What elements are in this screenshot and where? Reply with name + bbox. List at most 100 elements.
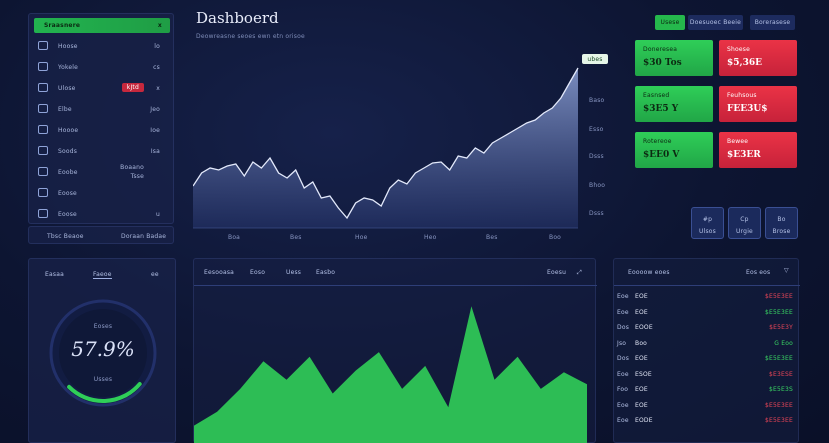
sidebar-item-9[interactable]: Eoose u [34, 204, 170, 224]
filter-icon[interactable]: ▽ [784, 267, 789, 274]
table-row[interactable]: Eoe EODE $E5E3EE [615, 414, 797, 428]
row-name: EOE [635, 386, 648, 393]
sidebar-item-label: Yokele [58, 64, 79, 71]
sidebar-item-label: Eoobe [58, 169, 78, 176]
sidebar-item-label: Elbe [58, 106, 72, 113]
sidebar-item-2[interactable]: Yokele cs [34, 57, 170, 77]
stat-tile-value: FEE3U$ [727, 104, 768, 114]
stack-icon [38, 167, 48, 176]
chart-icon [38, 104, 48, 113]
stat-tile-value: $3E5 Y [643, 104, 679, 114]
main-chart-line [193, 67, 579, 220]
stat-tile-1[interactable]: Doneresea $30 Tos [635, 40, 713, 76]
row-value: $E5E3EE [764, 355, 793, 362]
stat-tile-2[interactable]: Shoese $5,36E [719, 40, 797, 76]
bottom-chart-panel: Eesooasa Eoso Uess Easbo Eoesu ⤢ [193, 258, 597, 443]
stat-tile-label: Doneresea [643, 46, 678, 53]
x-tick-label: Bes [290, 234, 302, 241]
row-name: ESOE [635, 370, 652, 378]
stat-tile-6[interactable]: Bewee $E3ER [719, 132, 797, 168]
sidebar-item-4[interactable]: Elbe Jeo [34, 99, 170, 119]
sidebar: Sraasnere x Hoose lo Yokele cs Ulose kJtd x Elb… [28, 13, 174, 224]
close-icon[interactable]: x [157, 22, 162, 29]
square-button-3[interactable]: Bo Brose [765, 207, 798, 239]
table-row[interactable]: Dos EOE $E5E3EE [615, 352, 797, 366]
square-button-1[interactable]: #p Ulsos [691, 207, 724, 239]
row-name: EOE [635, 293, 648, 300]
gauge-inner-label: Eoses [93, 323, 113, 330]
sidebar-item-3[interactable]: Ulose kJtd x [34, 78, 170, 98]
sidebar-item-1[interactable]: Hoose lo [34, 36, 170, 56]
x-tick-label: Boo [549, 234, 562, 241]
gauge-label-right: ee [151, 271, 159, 278]
tab-secondary[interactable]: Doesuoec Beeie [688, 15, 743, 30]
stat-tile-value: $E3ER [727, 150, 761, 160]
tab-usese[interactable]: Usese [655, 15, 685, 30]
gauge-caption: Usses [93, 376, 113, 383]
row-name: EOOE [635, 324, 653, 331]
footer-link-left[interactable]: Tbsc Beaoe [47, 233, 84, 240]
gauge-label-mid[interactable]: Faeoe [93, 271, 112, 279]
sidebar-item-value: Jeo [150, 106, 160, 113]
table-row[interactable]: Jso Boo G Eoo [615, 337, 797, 351]
stat-tile-4[interactable]: Feuhsous FEE3U$ [719, 86, 797, 122]
sidebar-item-value: Boaano [120, 164, 144, 171]
gauge-ring [49, 299, 157, 407]
table-header-right: Eos eos [746, 269, 771, 276]
stat-tile-value: $30 Tos [643, 58, 682, 68]
stat-tile-5[interactable]: Rotereoe $EE0 V [635, 132, 713, 168]
card-icon [38, 125, 48, 134]
gear-icon [38, 146, 48, 155]
sidebar-item-8[interactable]: Eoose [34, 183, 170, 203]
stat-tile-3[interactable]: Easnsed $3E5 Y [635, 86, 713, 122]
row-value: G Eoo [774, 339, 793, 347]
sidebar-item-5[interactable]: Hoooe Ioe [34, 120, 170, 140]
expand-icon[interactable]: ⤢ [577, 269, 583, 276]
row-code: Jso [617, 339, 627, 347]
row-value: $E5E3EE [764, 293, 793, 300]
row-name: EODE [635, 417, 653, 424]
row-value: $E5E3Y [769, 324, 793, 331]
table-row[interactable]: Foo EOE $E5E3S [615, 383, 797, 397]
bottom-tab-1[interactable]: Eesooasa [204, 269, 235, 276]
row-code: Dos [617, 324, 630, 331]
sidebar-item-value: u [155, 211, 160, 218]
people-icon [38, 188, 48, 197]
stat-tile-label: Rotereoe [643, 138, 672, 145]
leaf-icon [38, 83, 48, 92]
globe-icon [38, 209, 48, 218]
footer-link-right[interactable]: Doraan Badae [121, 233, 167, 240]
gauge-label-left: Easaa [45, 271, 64, 278]
bottom-tab-3[interactable]: Uess [286, 269, 302, 276]
row-value: $E5E3EE [764, 417, 793, 424]
bottom-tab-2[interactable]: Eoso [250, 269, 266, 276]
bottom-tab-4[interactable]: Easbo [316, 269, 336, 276]
gauge-value: 57.9% [71, 337, 135, 361]
transactions-panel: Eoooow eoes Eos eos ▽ [613, 258, 800, 443]
row-value: $E5E3EE [764, 308, 793, 316]
sidebar-item-6[interactable]: Soods Isa [34, 141, 170, 161]
sidebar-item-7[interactable]: Eoobe Boaano Tsse [34, 162, 170, 182]
y-tick-label: Bhoo [589, 182, 606, 189]
price-tag: ubes [582, 54, 608, 64]
stat-tile-label: Shoese [727, 46, 750, 53]
stat-tile-label: Easnsed [643, 92, 670, 99]
sidebar-item-value: lo [154, 43, 160, 50]
bottom-right-label: Eoesu [547, 269, 567, 276]
main-chart-area [193, 68, 578, 228]
row-code: Eoe [617, 370, 629, 378]
row-name: EOE [635, 401, 648, 409]
stat-tile-label: Feuhsous [727, 92, 757, 99]
sidebar-item-label: Hoose [58, 43, 78, 50]
square-button-2[interactable]: Cp Urgie [728, 207, 761, 239]
table-row[interactable]: Dos EOOE $E5E3Y [615, 321, 797, 335]
sidebar-header[interactable]: Sraasnere x [34, 18, 170, 33]
bottom-area-chart [194, 306, 587, 443]
table-row[interactable]: Eoe EOE $E5E3EE [615, 290, 797, 304]
gauge-panel: Easaa Faeoe ee Eoses 57.9% Usses [28, 258, 176, 443]
tab-third[interactable]: Borerasese [750, 15, 795, 30]
table-row[interactable]: Eoe ESOE $E3ESE [615, 368, 797, 382]
table-row[interactable]: Eoe EOE $E5E3EE [615, 399, 797, 413]
x-tick-label: Heo [424, 234, 437, 241]
table-row[interactable]: Eoe EOE $E5E3EE [615, 306, 797, 320]
